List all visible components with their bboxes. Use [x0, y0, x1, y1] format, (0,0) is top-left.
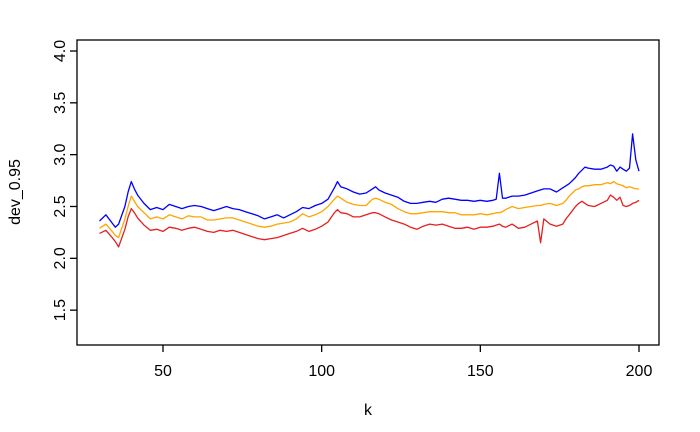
x-axis-title: k: [364, 402, 373, 419]
plot-box: [76, 39, 660, 346]
y-axis-title: dev_0.95: [7, 159, 24, 225]
x-tick-label: 50: [154, 363, 172, 380]
x-tick-label: 100: [308, 363, 335, 380]
y-tick-label: 2.5: [52, 195, 69, 217]
series-lines: [99, 133, 640, 248]
y-tick-label: 2.0: [52, 247, 69, 269]
x-tick-label: 200: [626, 363, 653, 380]
y-tick-label: 1.5: [52, 299, 69, 321]
series-line-blue: [99, 133, 640, 228]
x-axis: 50 100 150 200: [154, 345, 652, 380]
y-tick-label: 3.5: [52, 92, 69, 114]
y-tick-label: 4.0: [52, 40, 69, 62]
series-line-orange: [99, 180, 639, 239]
series-line-red: [99, 194, 640, 248]
x-tick-label: 150: [467, 363, 494, 380]
y-tick-label: 3.0: [52, 143, 69, 165]
y-axis: 1.5 2.0 2.5 3.0 3.5 4.0: [52, 40, 77, 321]
